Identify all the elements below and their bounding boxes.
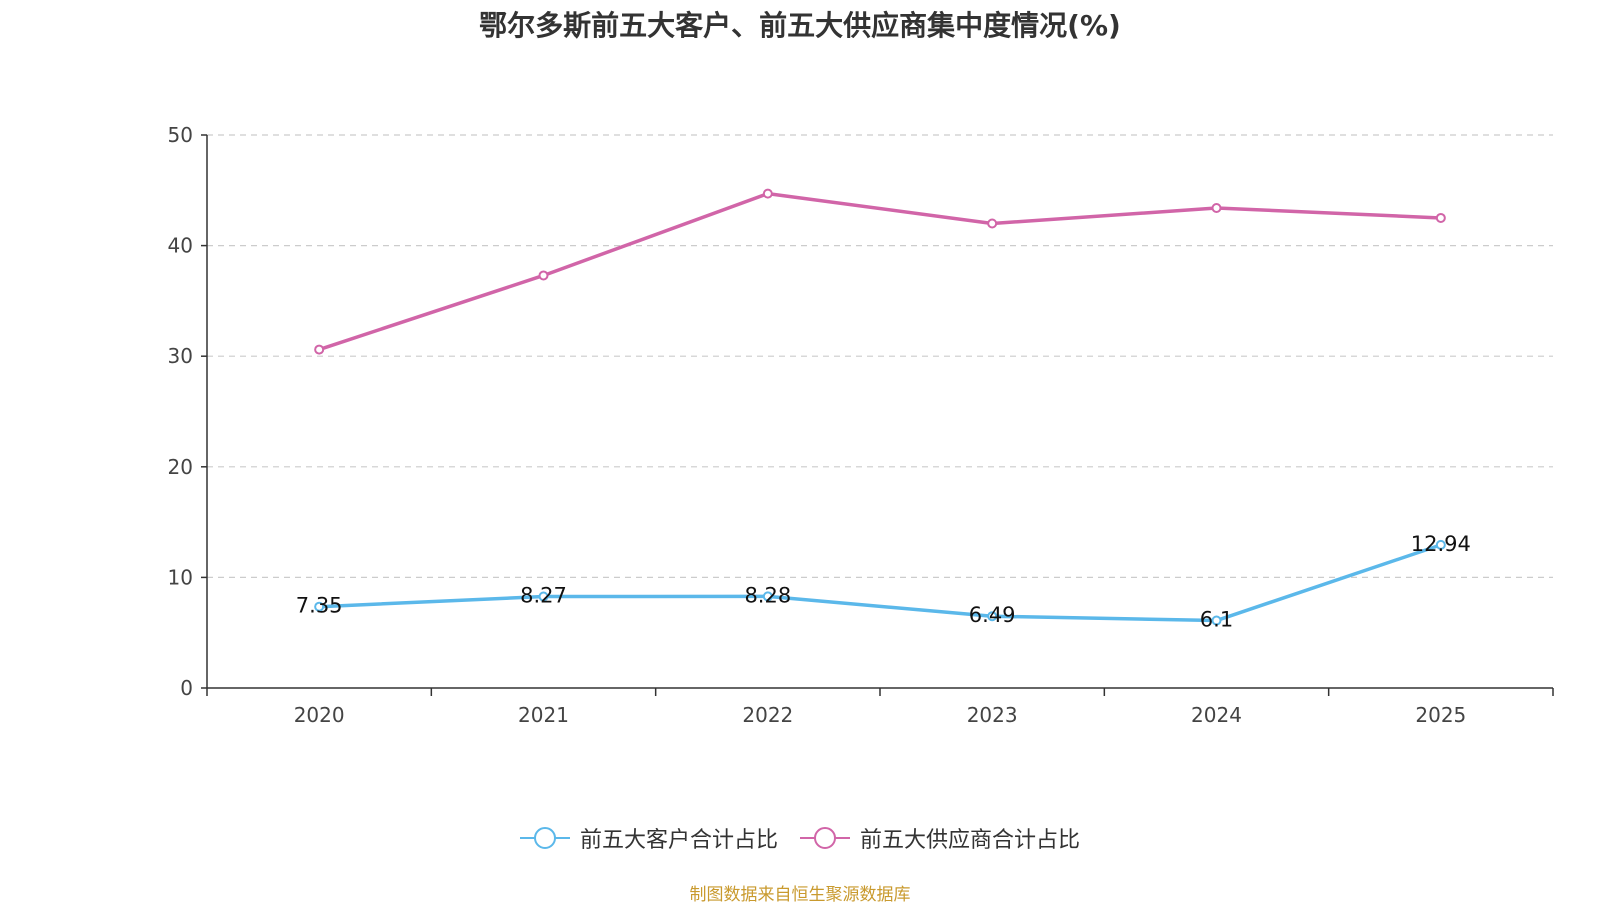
series-0-point-2025[interactable] [1435,539,1446,550]
data-label-2023: 6.49 [969,603,1016,627]
series-1-point-2023[interactable] [987,218,998,229]
x-tick-label-2020: 2020 [294,703,345,727]
series-1-point-2024[interactable] [1211,202,1222,213]
series-1-point-2025[interactable] [1435,212,1446,223]
legend-swatch-suppliers-icon [800,827,850,849]
series-0-point-2021[interactable] [538,591,549,602]
legend-label-customers: 前五大客户合计占比 [579,828,778,853]
series-line-1 [317,191,1443,352]
legend-swatch-customers-icon [519,827,570,849]
x-tick-label-2024: 2024 [1191,703,1242,727]
y-tick-label-0: 0 [180,676,193,700]
legend-label-suppliers: 前五大供应商合计占比 [860,828,1081,853]
axes: 0 10 20 30 40 50 2020 2021 2022 2023 2024 2025 [168,123,1554,727]
series-0-point-2023[interactable] [987,611,998,622]
legend-item-customers[interactable]: 前五大客户合计占比 [519,822,778,854]
data-label-2024: 6.1 [1200,608,1233,632]
y-tick-label-40: 40 [168,234,193,258]
data-labels: 7.35 8.27 8.28 6.49 6.1 12.94 [296,532,1471,632]
y-tick-label-10: 10 [168,565,193,589]
series-0-point-2024[interactable] [1211,615,1222,626]
x-tick-label-2023: 2023 [967,703,1018,727]
data-label-2020: 7.35 [296,594,343,618]
y-tick-label-50: 50 [168,123,193,147]
chart-title: 鄂尔多斯前五大客户、前五大供应商集中度情况(%) [479,9,1121,42]
data-label-2022: 8.28 [744,583,791,607]
series-line-0 [317,543,1443,623]
series-0-point-2022[interactable] [762,591,773,602]
series-1-point-2021[interactable] [538,270,549,281]
series-0-point-2020[interactable] [314,601,325,612]
x-tick-label-2021: 2021 [518,703,569,727]
series-lines [314,188,1446,626]
series-1-point-2020[interactable] [314,344,325,355]
source-note: 制图数据来自恒生聚源数据库 [689,885,911,905]
x-tick-label-2025: 2025 [1415,703,1466,727]
grid-lines [207,134,1553,579]
legend-item-suppliers[interactable]: 前五大供应商合计占比 [800,822,1080,854]
y-tick-label-30: 30 [168,344,193,368]
series-1-point-2022[interactable] [762,188,773,199]
legend: 前五大客户合计占比 前五大供应商合计占比 [0,822,1600,854]
x-tick-label-2022: 2022 [742,703,793,727]
data-label-2025: 12.94 [1411,532,1471,556]
y-tick-label-20: 20 [168,455,193,479]
data-label-2021: 8.27 [520,584,567,608]
